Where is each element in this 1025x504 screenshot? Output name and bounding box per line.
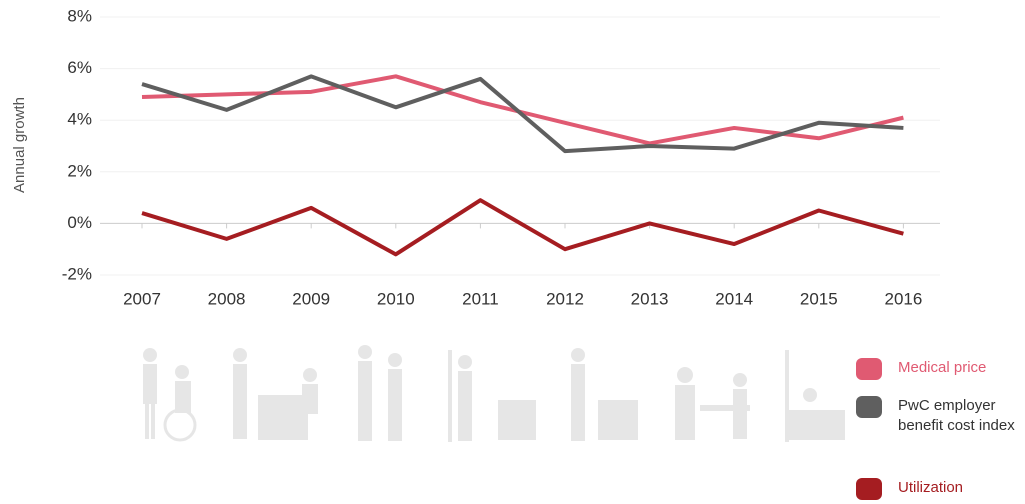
legend-item: PwC employer benefit cost index: [856, 396, 1021, 436]
x-tick-label: 2007: [123, 289, 161, 308]
legend-label: Medical price: [898, 359, 987, 376]
legend-item: Medical price: [856, 358, 1021, 380]
x-tick-label: 2014: [715, 289, 753, 308]
x-tick-label: 2008: [208, 289, 246, 308]
x-tick-label: 2009: [292, 289, 330, 308]
y-tick-label: 2%: [67, 161, 92, 180]
legend-item: Utilization: [856, 478, 1021, 500]
x-tick-label: 2015: [800, 289, 838, 308]
x-tick-label: 2011: [462, 289, 499, 308]
y-tick-label: 0%: [67, 213, 92, 232]
legend-swatch: [856, 358, 882, 380]
x-tick-label: 2010: [377, 289, 415, 308]
x-tick-label: 2012: [546, 289, 584, 308]
illustration: [143, 345, 845, 442]
series-line: [141, 198, 904, 257]
legend-swatch: [856, 396, 882, 418]
legend-label: PwC employer benefit cost index: [898, 397, 1015, 434]
x-tick-label: 2016: [884, 289, 922, 308]
y-tick-label: -2%: [62, 264, 92, 283]
y-axis-label: Annual growth: [11, 97, 28, 193]
y-tick-label: 8%: [67, 6, 92, 25]
x-tick-label: 2013: [631, 289, 669, 308]
series-line: [141, 74, 904, 154]
y-tick-label: 6%: [67, 58, 92, 77]
y-tick-label: 4%: [67, 110, 92, 129]
legend-label: Utilization: [898, 479, 964, 496]
legend-swatch: [856, 478, 882, 500]
